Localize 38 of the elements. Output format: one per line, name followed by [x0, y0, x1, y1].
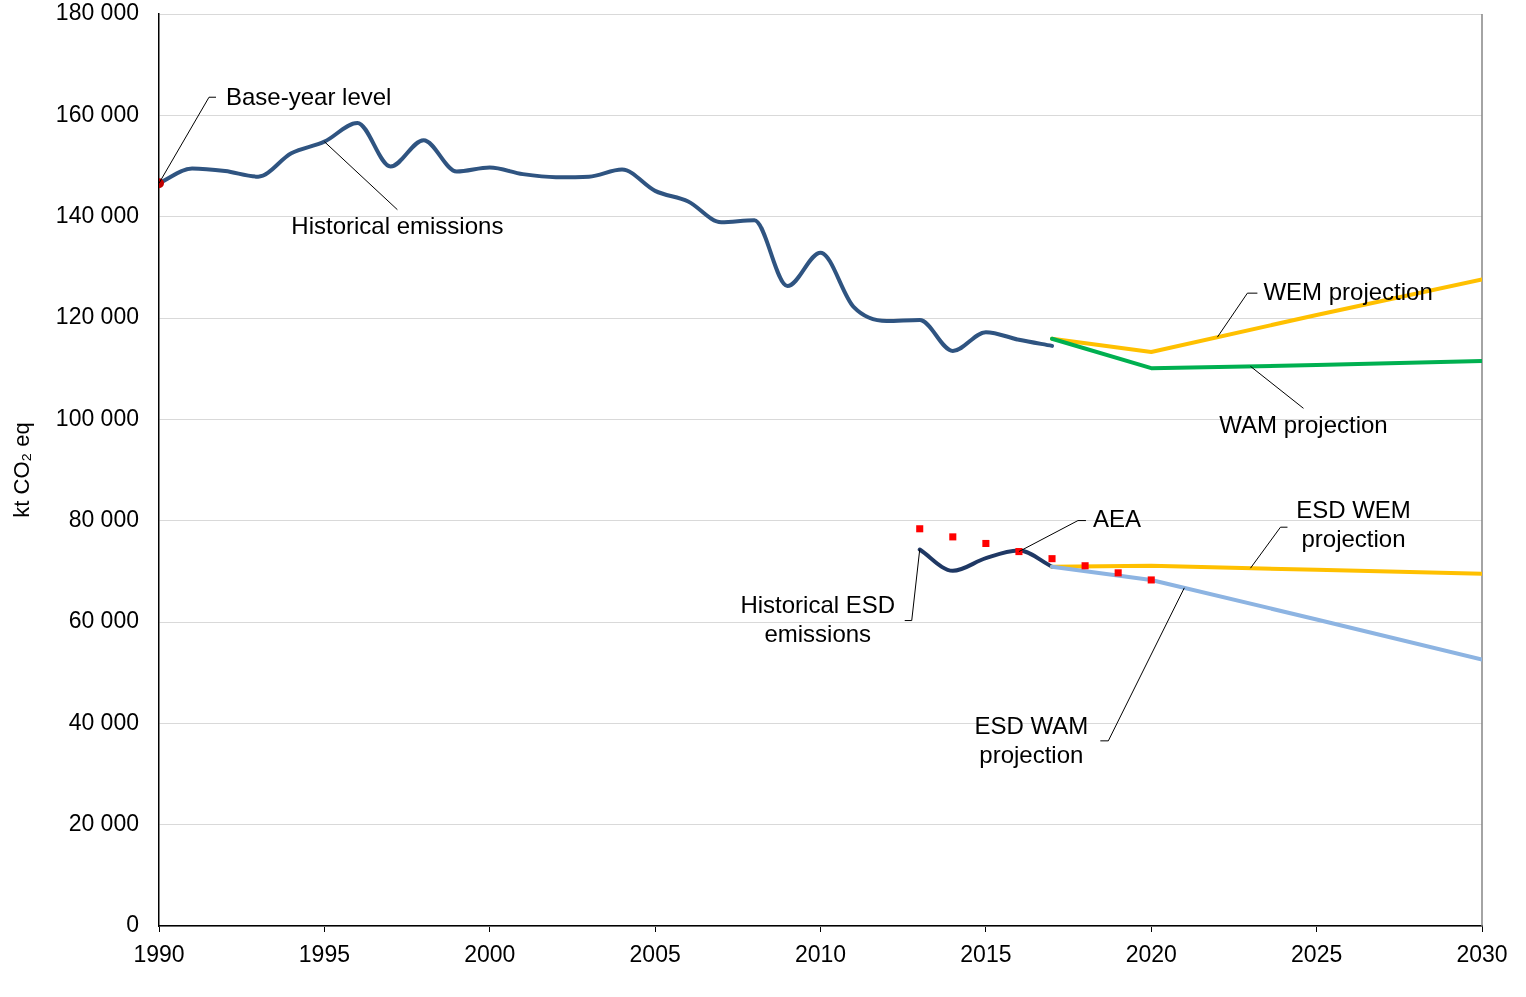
y-tick-label: 120 000 — [55, 303, 139, 330]
x-tick-label: 2010 — [794, 941, 847, 968]
point — [1114, 569, 1122, 577]
series-label: WAM projection — [1219, 410, 1388, 438]
y-tick-label: 180 000 — [55, 0, 139, 26]
y-tick-label: 140 000 — [55, 202, 139, 229]
point — [1015, 548, 1023, 556]
series-label: AEA — [1092, 505, 1141, 533]
x-tick-label: 2030 — [1456, 941, 1508, 968]
text: Base-year level — [226, 82, 392, 110]
point — [1048, 555, 1056, 563]
y-tick-label: 60 000 — [68, 607, 139, 634]
x-tick-label: 2020 — [1125, 941, 1177, 968]
x-tick-label: 2025 — [1291, 941, 1343, 968]
point — [982, 539, 990, 547]
y-tick-label: 20 000 — [68, 810, 139, 837]
series-label: ESD WEM projection — [1296, 496, 1411, 553]
y-tick-label: 0 — [126, 911, 139, 938]
series-label: Historical emissions — [291, 212, 504, 240]
point — [916, 525, 924, 533]
x-tick-label: 2000 — [464, 941, 516, 968]
y-axis-title: kt CO₂ eq — [9, 422, 35, 518]
point — [1081, 562, 1089, 570]
y-tick-label: 100 000 — [55, 404, 139, 431]
y-tick-label: 40 000 — [68, 708, 139, 735]
x-tick-label: 1990 — [133, 941, 185, 968]
y-tick-label: 80 000 — [68, 506, 139, 533]
point — [1147, 576, 1155, 584]
line-series — [159, 120, 1055, 353]
x-tick-label: 2005 — [629, 941, 681, 968]
series-label: WEM projection — [1263, 277, 1433, 305]
series-label: Historical ESD emissions — [740, 590, 896, 647]
y-tick-label: 160 000 — [55, 100, 139, 127]
point — [949, 533, 957, 541]
x-tick-label: 2015 — [960, 941, 1012, 968]
text: ESD WAM projection — [974, 711, 1089, 768]
x-tick-label: 1995 — [298, 941, 350, 968]
line-series — [917, 547, 1055, 573]
